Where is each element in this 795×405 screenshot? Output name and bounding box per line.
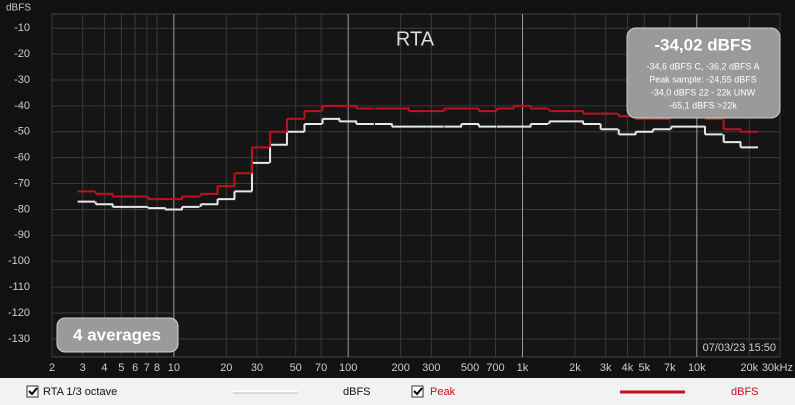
- x-tick-label: 8: [154, 362, 160, 374]
- legend-unit: dBFS: [343, 386, 371, 398]
- x-tick-label: 700: [486, 362, 504, 374]
- averages: 4 averages: [73, 325, 161, 344]
- legend-label: Peak: [430, 386, 456, 398]
- y-tick-label: -50: [14, 126, 30, 138]
- y-tick-label: -100: [8, 255, 30, 267]
- y-tick-label: -110: [9, 281, 30, 293]
- x-tick-label: 10: [168, 362, 180, 374]
- y-tick-label: -10: [14, 22, 30, 34]
- y-tick-label: -130: [8, 333, 30, 345]
- y-tick-label: -90: [14, 229, 30, 241]
- x-tick-label: 4k: [622, 362, 634, 374]
- legend-label: RTA 1/3 octave: [43, 386, 117, 398]
- x-tick-label: 10k: [688, 362, 706, 374]
- x-tick-label: 6: [132, 362, 138, 374]
- checkbox[interactable]: [411, 385, 424, 398]
- y-tick-label: -60: [14, 152, 30, 164]
- y-tick-label: -40: [14, 100, 30, 112]
- check: [28, 387, 38, 396]
- x-tick-label: 50: [290, 362, 302, 374]
- info-main: -34,02 dBFS: [654, 35, 751, 54]
- x-tick-label: 5: [118, 362, 124, 374]
- x-tick-label: 500: [461, 362, 479, 374]
- chart-title: RTA: [396, 28, 435, 50]
- x-tick-label: 30: [251, 362, 263, 374]
- info-line: -65,1 dBFS >22k: [669, 100, 737, 110]
- x-tick-label: 2: [49, 362, 55, 374]
- info-line: -34,0 dBFS 22 - 22k UNW: [651, 87, 756, 97]
- x-tick-label: 200: [391, 362, 409, 374]
- x-tick-label: 20: [220, 362, 232, 374]
- y-tick-label: -30: [14, 74, 30, 86]
- y-tick-label: -70: [14, 177, 30, 189]
- check: [413, 387, 423, 396]
- x-tick-label: 300: [422, 362, 440, 374]
- x-tick-label: 70: [315, 362, 327, 374]
- legend-unit: dBFS: [731, 386, 759, 398]
- x-tick-label: 20k: [740, 362, 758, 374]
- x-tick-label: 7: [144, 362, 150, 374]
- x-tick-label: 3: [80, 362, 86, 374]
- checkbox[interactable]: [26, 385, 39, 398]
- y-axis-label: dBFS: [6, 3, 31, 14]
- info-line: -34,6 dBFS C, -36,2 dBFS A: [646, 61, 759, 71]
- info-line: Peak sample: -24,55 dBFS: [649, 74, 757, 84]
- x-tick-label: 7k: [664, 362, 676, 374]
- x-tick-label: 30kHz: [762, 362, 793, 374]
- timestamp: 07/03/23 15:50: [703, 342, 776, 354]
- x-tick-label: 5k: [639, 362, 651, 374]
- x-tick-label: 2k: [569, 362, 581, 374]
- info-box: [626, 27, 781, 119]
- y-tick-label: -120: [8, 307, 30, 319]
- x-tick-label: 3k: [600, 362, 612, 374]
- y-tick-label: -20: [14, 48, 30, 60]
- y-tick-label: -80: [14, 203, 30, 215]
- x-tick-label: 100: [339, 362, 357, 374]
- x-tick-label: 1k: [517, 362, 529, 374]
- averages-box: [56, 317, 179, 353]
- x-tick-label: 4: [101, 362, 107, 374]
